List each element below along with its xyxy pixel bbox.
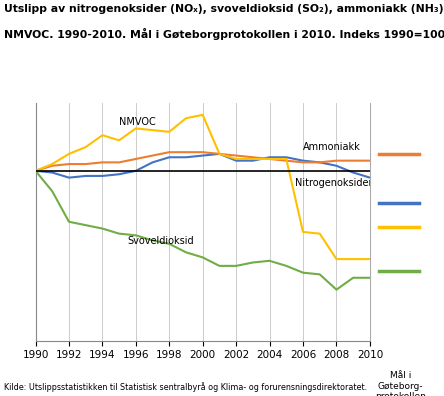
Text: Utslipp av nitrogenoksider (NOₓ), svoveldioksid (SO₂), ammoniakk (NH₃) og: Utslipp av nitrogenoksider (NOₓ), svovel…	[4, 4, 444, 14]
Text: Svoveldioksid: Svoveldioksid	[127, 236, 194, 246]
Text: NMVOC. 1990-2010. Mål i Gøteborgprotokollen i 2010. Indeks 1990=100: NMVOC. 1990-2010. Mål i Gøteborgprotokol…	[4, 28, 444, 40]
Text: Nitrogenoksider: Nitrogenoksider	[295, 178, 372, 188]
Text: Kilde: Utslippsstatistikken til Statistisk sentralbyrå og Klima- og forurensning: Kilde: Utslippsstatistikken til Statisti…	[4, 382, 368, 392]
Text: Ammoniakk: Ammoniakk	[303, 143, 361, 152]
Text: Mål i
Gøteborg-
protokollen
i 2010: Mål i Gøteborg- protokollen i 2010	[375, 371, 426, 396]
Text: NMVOC: NMVOC	[119, 117, 156, 127]
